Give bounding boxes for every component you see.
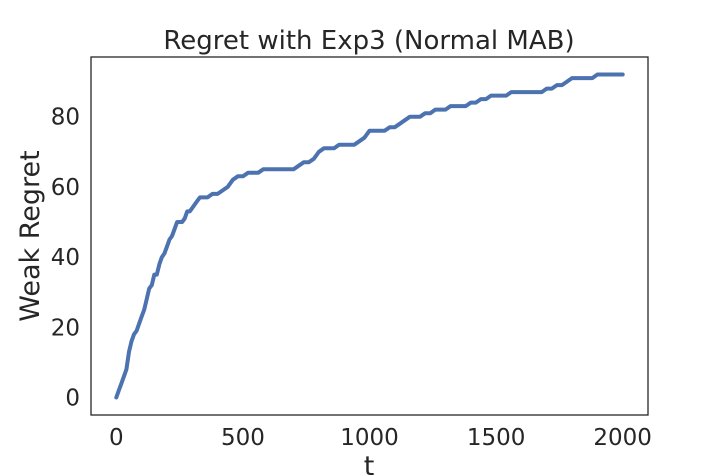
y-tick-label: 80 (51, 105, 80, 131)
x-tick-label: 1500 (467, 425, 526, 451)
y-tick-label: 40 (51, 245, 80, 271)
y-tick-label: 0 (65, 385, 80, 411)
y-tick-label: 20 (51, 315, 80, 341)
x-tick-label: 2000 (593, 425, 652, 451)
chart-title: Regret with Exp3 (Normal MAB) (163, 26, 574, 56)
weak-regret-series-line (114, 72, 625, 400)
x-tick-label: 0 (109, 425, 124, 451)
x-tick-label: 500 (221, 425, 265, 451)
x-axis-label: t (364, 451, 375, 475)
y-axis-tick-labels: 0 20 40 60 80 (51, 105, 80, 412)
y-tick-label: 60 (51, 175, 80, 201)
y-axis-label: Weak Regret (15, 150, 46, 322)
x-axis-tick-labels: 0 500 1000 1500 2000 (109, 425, 652, 451)
plot-area-frame (90, 56, 649, 416)
x-tick-label: 1000 (340, 425, 399, 451)
